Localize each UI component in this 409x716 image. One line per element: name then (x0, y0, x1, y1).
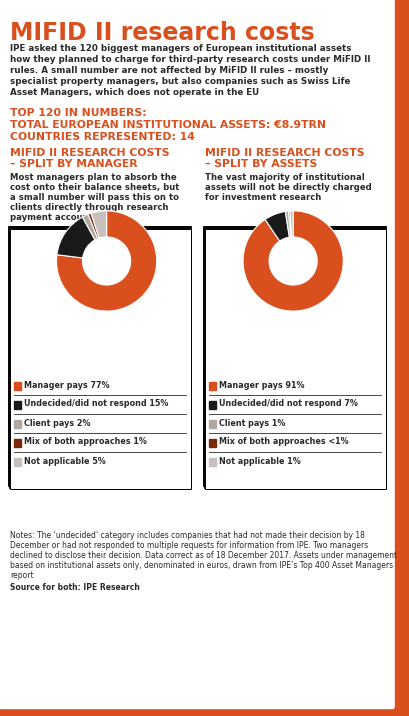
Text: for investment research: for investment research (204, 193, 321, 202)
Text: Manager pays 77%: Manager pays 77% (24, 380, 109, 390)
Text: Not applicable 5%: Not applicable 5% (24, 457, 106, 465)
Text: Client pays 1%: Client pays 1% (218, 418, 285, 427)
Wedge shape (56, 211, 156, 311)
Text: Source for both: IPE Research: Source for both: IPE Research (10, 583, 139, 592)
Bar (14, 458, 21, 466)
Text: Undecided/did not respond 15%: Undecided/did not respond 15% (24, 400, 168, 409)
Bar (8, 226, 191, 486)
Bar (209, 382, 216, 390)
Text: Undecided/did not respond 7%: Undecided/did not respond 7% (218, 400, 357, 409)
Text: clients directly through research: clients directly through research (10, 203, 168, 212)
Text: report: report (10, 571, 34, 580)
Text: assets will not be directly charged: assets will not be directly charged (204, 183, 371, 192)
Bar (209, 458, 216, 466)
Wedge shape (91, 211, 106, 238)
Wedge shape (289, 211, 292, 237)
Wedge shape (88, 213, 99, 238)
Wedge shape (265, 211, 289, 241)
Text: a small number will pass this on to: a small number will pass this on to (10, 193, 179, 202)
Bar (10, 229, 191, 489)
Text: how they planned to charge for third-party research costs under MiFID II: how they planned to charge for third-par… (10, 55, 370, 64)
Bar (204, 228, 385, 488)
Text: cost onto their balance sheets, but: cost onto their balance sheets, but (10, 183, 179, 192)
Text: Not applicable 1%: Not applicable 1% (218, 457, 300, 465)
Bar (9, 227, 191, 487)
Bar (14, 401, 21, 409)
Text: MIFID II research costs: MIFID II research costs (10, 21, 314, 45)
Bar (0, 708, 409, 716)
Text: December or had not responded to multiple requests for information from IPE. Two: December or had not responded to multipl… (10, 541, 367, 550)
Text: rules. A small number are not affected by MiFID II rules – mostly: rules. A small number are not affected b… (10, 66, 328, 75)
Bar (9, 228, 191, 488)
Text: – SPLIT BY MANAGER: – SPLIT BY MANAGER (10, 159, 137, 169)
Text: Most managers plan to absorb the: Most managers plan to absorb the (10, 173, 176, 182)
Bar (14, 439, 21, 447)
Wedge shape (82, 214, 97, 240)
Bar (202, 226, 385, 486)
Text: TOP 120 IN NUMBERS:: TOP 120 IN NUMBERS: (10, 108, 146, 118)
Text: payment accounts: payment accounts (10, 213, 98, 222)
Wedge shape (288, 211, 291, 237)
Bar (394, 0, 409, 716)
Bar (14, 382, 21, 390)
Text: Asset Managers, which does not operate in the EU: Asset Managers, which does not operate i… (10, 88, 258, 97)
Text: based on institutional assets only, denominated in euros, drawn from IPE’s Top 4: based on institutional assets only, deno… (10, 561, 392, 570)
Text: – SPLIT BY ASSETS: – SPLIT BY ASSETS (204, 159, 317, 169)
Text: COUNTRIES REPRESENTED: 14: COUNTRIES REPRESENTED: 14 (10, 132, 194, 142)
Wedge shape (243, 211, 342, 311)
Bar (204, 229, 385, 489)
Wedge shape (57, 217, 95, 258)
Bar (14, 420, 21, 428)
Wedge shape (285, 211, 290, 237)
Text: TOTAL EUROPEAN INSTITUTIONAL ASSETS: €8.9TRN: TOTAL EUROPEAN INSTITUTIONAL ASSETS: €8.… (10, 120, 325, 130)
Text: Mix of both approaches 1%: Mix of both approaches 1% (24, 437, 146, 447)
Text: Manager pays 91%: Manager pays 91% (218, 380, 304, 390)
Bar (209, 439, 216, 447)
Text: The vast majority of institutional: The vast majority of institutional (204, 173, 364, 182)
Text: MIFID II RESEARCH COSTS: MIFID II RESEARCH COSTS (204, 148, 364, 158)
Text: Client pays 2%: Client pays 2% (24, 418, 90, 427)
Text: Mix of both approaches <1%: Mix of both approaches <1% (218, 437, 348, 447)
Text: specialist property managers, but also companies such as Swiss Life: specialist property managers, but also c… (10, 77, 350, 86)
Bar (209, 420, 216, 428)
Bar (209, 401, 216, 409)
Text: declined to disclose their decision. Data correct as of 18 December 2017. Assets: declined to disclose their decision. Dat… (10, 551, 396, 560)
Text: MIFID II RESEARCH COSTS: MIFID II RESEARCH COSTS (10, 148, 169, 158)
Text: Notes: The ‘undecided’ category includes companies that had not made their decis: Notes: The ‘undecided’ category includes… (10, 531, 364, 540)
Bar (203, 227, 385, 487)
Text: IPE asked the 120 biggest managers of European institutional assets: IPE asked the 120 biggest managers of Eu… (10, 44, 351, 53)
